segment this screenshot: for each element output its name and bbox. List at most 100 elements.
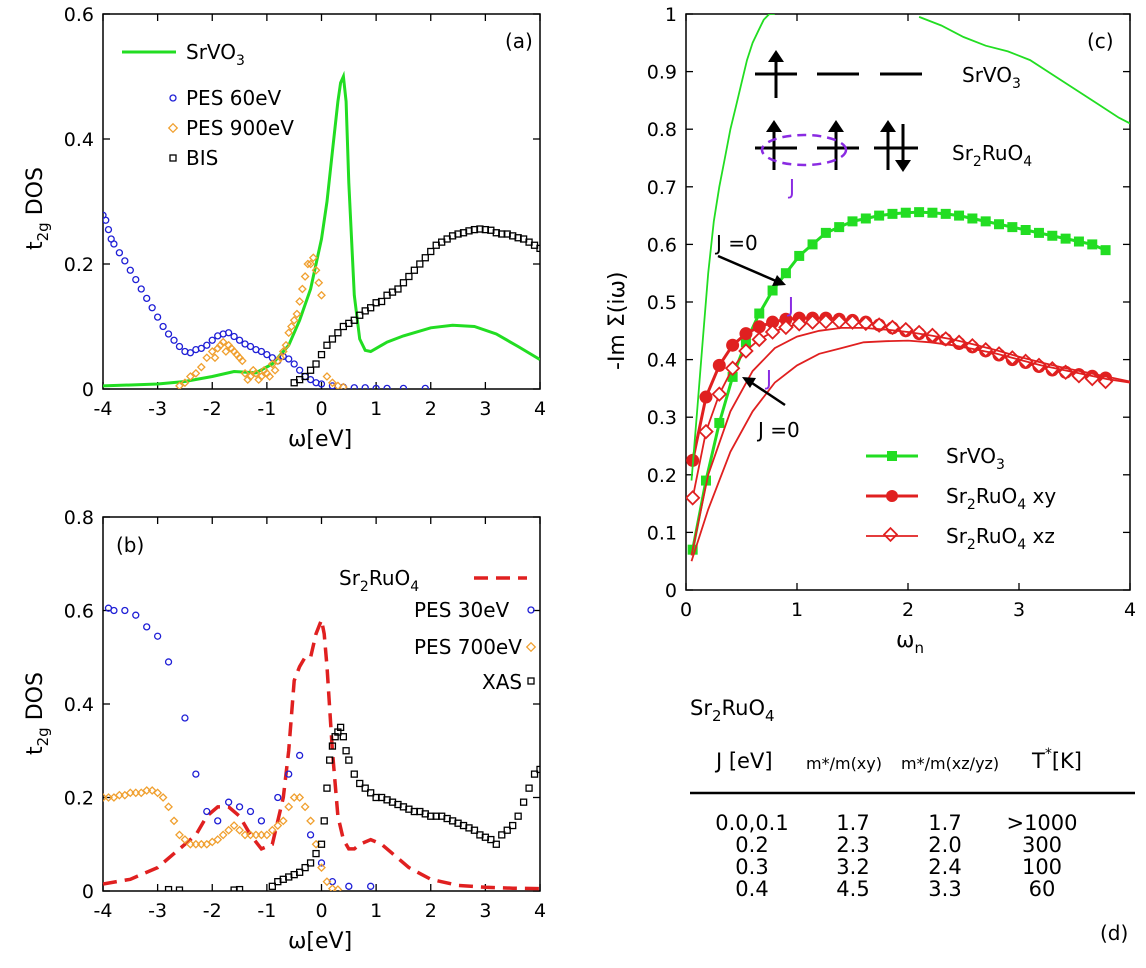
data-point-pes-30ev bbox=[153, 632, 162, 640]
data-point-pes-60ev bbox=[132, 275, 140, 284]
data-point-pes-60ev bbox=[290, 360, 298, 368]
data-point-pes-900ev bbox=[191, 368, 201, 378]
inset-label-srvo3: SrVO3 bbox=[962, 63, 1021, 92]
curve-label-j-lower: J bbox=[764, 366, 772, 390]
x-tick-label: -3 bbox=[148, 398, 167, 420]
data-point-pes-900ev bbox=[270, 365, 280, 375]
data-point-pes-700ev bbox=[235, 825, 244, 835]
data-point-sr2ruo4-xz bbox=[711, 386, 728, 402]
y-tick-label: 0.2 bbox=[64, 788, 94, 810]
data-point-pes-700ev bbox=[213, 835, 223, 844]
data-point-srvo3 bbox=[967, 213, 978, 224]
data-point-pes-700ev bbox=[147, 786, 157, 795]
data-point-pes-60ev bbox=[295, 366, 304, 374]
data-point-pes-700ev bbox=[300, 802, 310, 812]
data-point-pes-60ev bbox=[153, 313, 162, 321]
data-point-pes-900ev bbox=[265, 372, 275, 381]
x-tick-label: 1 bbox=[370, 398, 382, 420]
table-cell: 4.5 bbox=[836, 877, 869, 901]
data-point-pes-30ev bbox=[143, 623, 151, 631]
y-tick-label: 0.5 bbox=[647, 292, 677, 314]
data-point-pes-900ev bbox=[300, 272, 310, 281]
data-point-xas bbox=[295, 868, 304, 876]
data-point-bis bbox=[356, 311, 364, 319]
legend-swatch-xas bbox=[527, 677, 535, 685]
data-point-bis bbox=[334, 329, 342, 337]
data-point-pes-900ev bbox=[284, 328, 294, 338]
data-point-bis bbox=[328, 335, 337, 343]
data-point-pes-30ev bbox=[306, 831, 315, 839]
data-point-pes-60ev bbox=[164, 330, 173, 338]
legend-marker-xz bbox=[882, 526, 899, 543]
data-point-bis bbox=[367, 304, 375, 312]
data-point-pes-60ev bbox=[350, 384, 358, 389]
data-point-pes-60ev bbox=[115, 249, 124, 257]
data-point-pes-60ev bbox=[208, 336, 216, 344]
data-point-bis bbox=[323, 341, 331, 349]
data-point-srvo3 bbox=[1020, 225, 1031, 235]
data-point-pes-30ev bbox=[121, 606, 129, 615]
series-line-curve-4 bbox=[918, 16, 1130, 125]
series-group bbox=[103, 70, 540, 389]
data-point-sr2ruo4-xy bbox=[712, 358, 726, 372]
legend-label-bis: BIS bbox=[186, 146, 218, 170]
data-point-pes-60ev bbox=[103, 216, 110, 224]
table-row: 0.2 2.3 2.0 300 bbox=[735, 833, 1062, 857]
panel-c: 0 1 2 3 4 0 0.1 0.2 0.3 0.4 0.5 0.6 0.7 0.8 0.9 1 (c) ω… bbox=[605, 4, 1136, 657]
data-point-pes-60ev bbox=[143, 294, 151, 303]
data-point-pes-900ev bbox=[246, 372, 255, 381]
arrow-upper-head bbox=[772, 275, 786, 286]
data-point-srvo3 bbox=[874, 210, 885, 221]
data-point-srvo3 bbox=[780, 268, 791, 279]
table-cell: 0.0,0.1 bbox=[715, 811, 788, 835]
spin-up-arrow-icon bbox=[828, 120, 844, 170]
data-point-pes-60ev bbox=[383, 384, 391, 389]
panel-d-table: Sr2RuO4 J [eV] m*/m(xy) m*/m(xz/yz) T*[K… bbox=[690, 696, 1135, 945]
panel-c-legend: SrVO3 Sr2RuO4 xy Sr2RuO4 xz bbox=[866, 444, 1056, 553]
data-point-xas bbox=[323, 784, 331, 792]
panel-b-frame bbox=[102, 516, 541, 892]
arrow-lower bbox=[751, 381, 786, 407]
data-point-srvo3 bbox=[767, 285, 778, 296]
data-point-xas bbox=[328, 742, 337, 750]
panel-a-data bbox=[103, 70, 540, 389]
data-point-srvo3 bbox=[754, 308, 765, 319]
data-point-srvo3 bbox=[740, 337, 751, 348]
data-point-sr2ruo4-xz bbox=[751, 331, 768, 348]
data-point-pes-900ev bbox=[314, 278, 324, 288]
data-point-sr2ruo4-xy bbox=[766, 315, 780, 329]
table-cell: >1000 bbox=[1006, 811, 1077, 835]
x-tick-label: 1 bbox=[370, 900, 382, 922]
legend-swatch-pes60 bbox=[169, 94, 177, 102]
x-tick-label: 0 bbox=[315, 900, 327, 922]
data-point-pes-900ev bbox=[287, 322, 296, 331]
table-cell: 3.3 bbox=[928, 877, 961, 901]
table-header-mxy: m*/m(xy) bbox=[806, 754, 882, 773]
data-point-srvo3 bbox=[940, 208, 951, 219]
data-point-pes-30ev bbox=[214, 817, 222, 825]
panel-a: -4 -3 -2 -1 0 1 2 3 4 0 0.2 0.4 0.6 (a) ω[eV] t2g DO… bbox=[23, 4, 546, 452]
data-point-pes-900ev bbox=[221, 347, 231, 356]
series-group bbox=[103, 604, 540, 891]
data-point-srvo3 bbox=[887, 208, 898, 219]
data-point-sr2ruo4-xy bbox=[779, 312, 793, 326]
data-point-pes-700ev bbox=[322, 877, 332, 887]
table-body: 0.0,0.1 1.7 1.7 >1000 0.2 2.3 2.0 300 0.3 3.2 2.4 1… bbox=[715, 811, 1077, 901]
data-point-pes-900ev bbox=[216, 340, 225, 350]
x-tick-label: 3 bbox=[1013, 599, 1025, 621]
table-cell: 2.0 bbox=[928, 833, 961, 857]
data-point-pes-60ev bbox=[328, 382, 337, 389]
panel-b: -4 -3 -2 -1 0 1 2 3 4 0 0.2 0.4 0.6 0.8 (b) ω[eV] t2g… bbox=[23, 507, 546, 954]
data-point-sr2ruo4-xz bbox=[858, 315, 874, 332]
data-point-pes-700ev bbox=[153, 788, 163, 798]
x-tick-label: 3 bbox=[479, 398, 491, 420]
data-point-pes-30ev bbox=[367, 882, 375, 890]
hund-coupling-ellipse bbox=[760, 133, 848, 167]
inset-label-sr2ruo4: Sr2RuO4 bbox=[952, 141, 1032, 170]
data-point-sr2ruo4-xy bbox=[739, 327, 753, 341]
data-point-sr2ruo4-xy bbox=[726, 338, 740, 352]
data-point-pes-700ev bbox=[273, 821, 283, 830]
data-point-xas bbox=[345, 756, 353, 764]
data-point-xas bbox=[509, 821, 517, 830]
series-line-sr2ruo4 bbox=[103, 613, 540, 891]
